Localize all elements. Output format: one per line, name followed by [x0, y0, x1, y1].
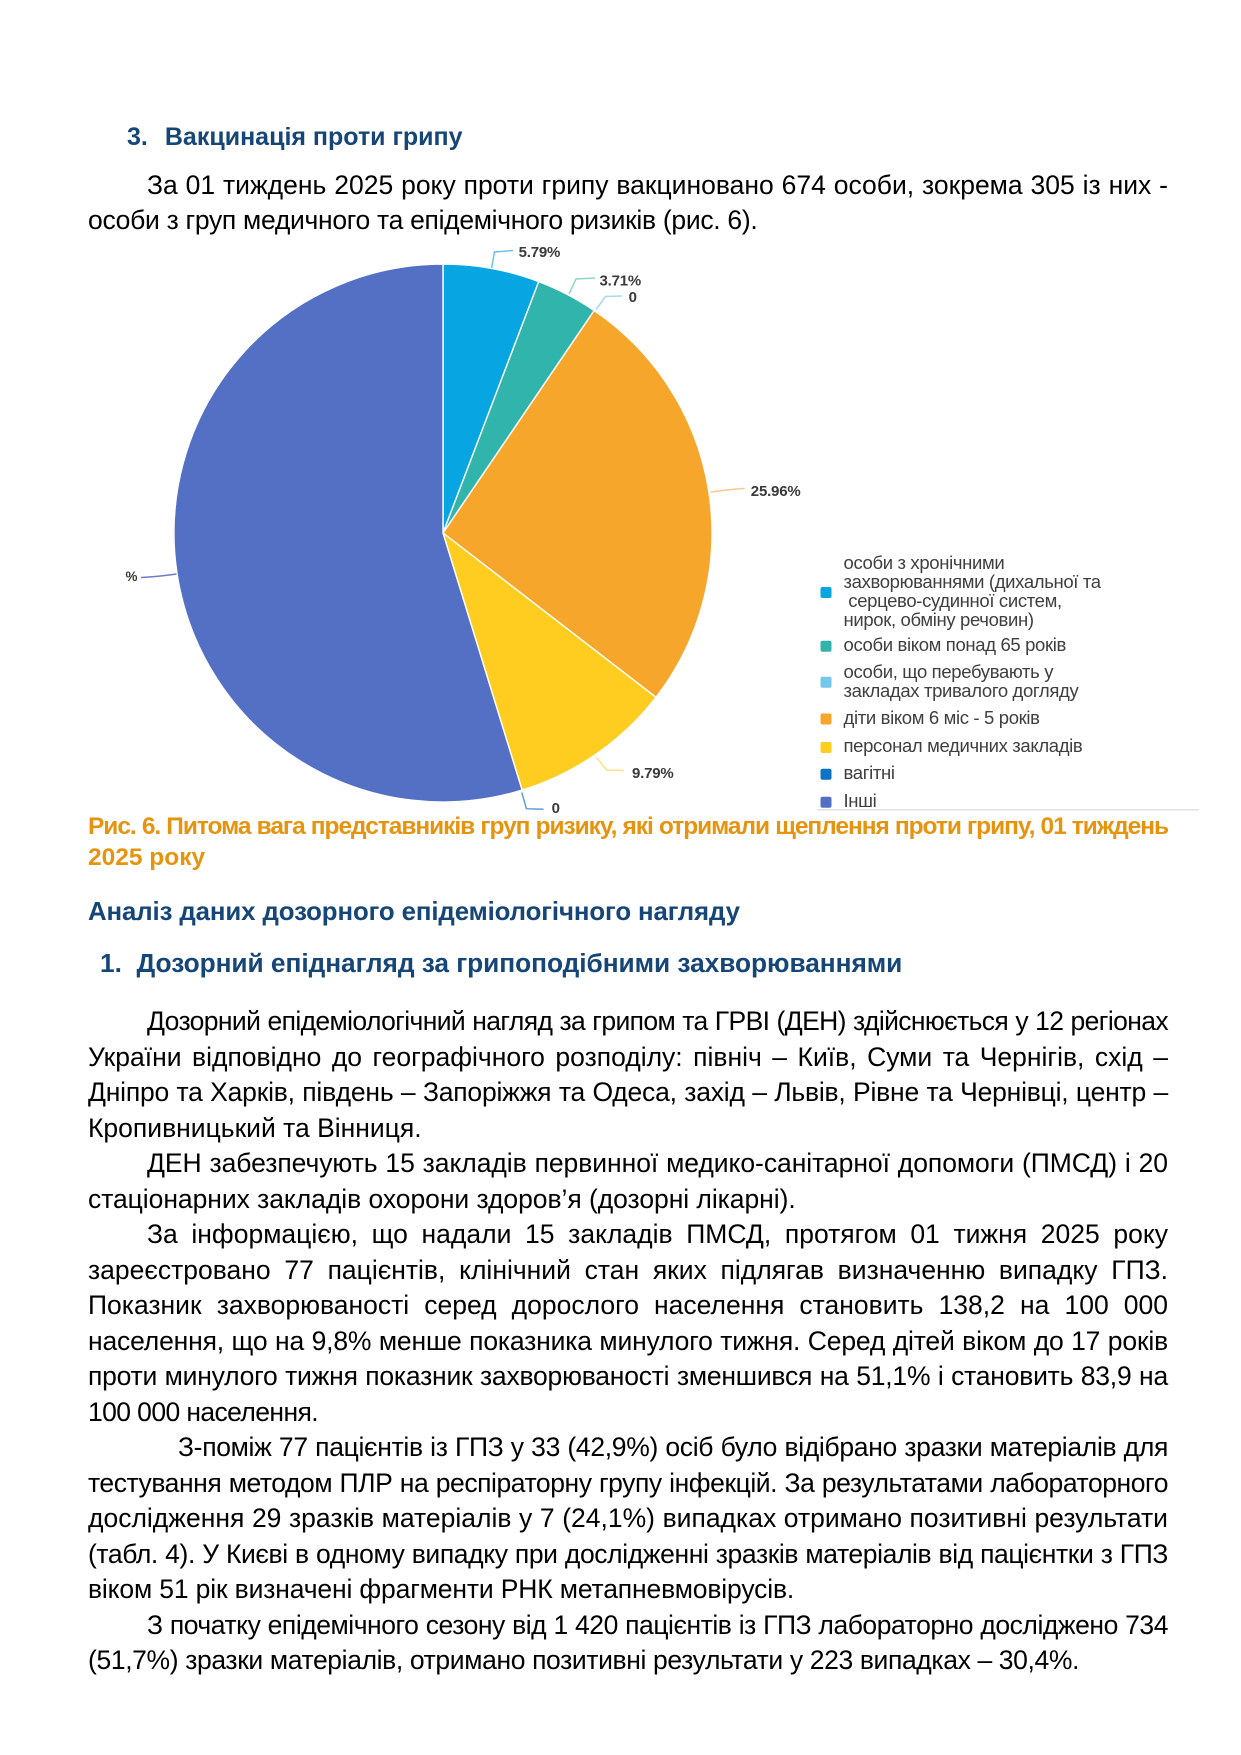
svg-text:9.79%: 9.79% — [632, 765, 674, 782]
svg-text:3.71%: 3.71% — [600, 273, 642, 290]
svg-text:0: 0 — [552, 800, 560, 817]
svg-text:%: % — [126, 569, 138, 584]
svg-text:0: 0 — [629, 289, 637, 306]
svg-text:5.79%: 5.79% — [519, 244, 561, 261]
svg-text:25.96%: 25.96% — [751, 483, 801, 500]
